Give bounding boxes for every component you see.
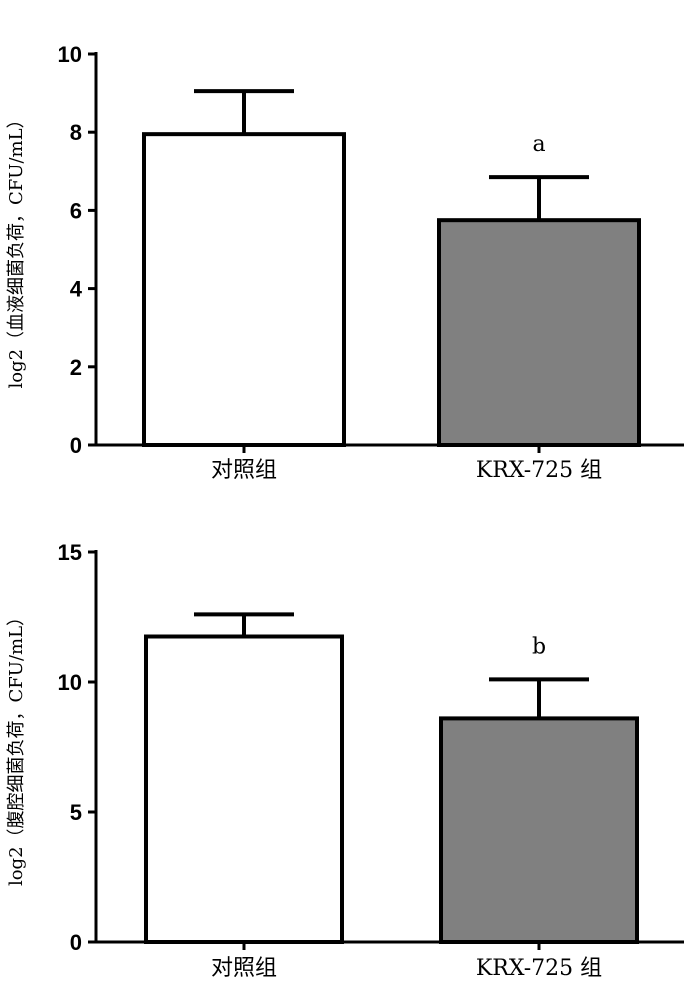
chart1-annotation-2: a: [532, 132, 545, 157]
chart1-y-tick-label-3: 6: [70, 198, 82, 223]
chart2-y-tick-label-2: 10: [58, 670, 82, 695]
chart2-bar-2: [439, 716, 639, 945]
chart1-category-label-1: 对照组: [211, 458, 277, 483]
chart1-category-label-2: KRX-725 组: [476, 458, 602, 483]
chart1-y-tick-label-1: 2: [70, 355, 82, 380]
chart2-y-axis-label: log2（腹腔细菌负荷，CFU/mL）: [6, 608, 27, 886]
chart2-category-label-2: KRX-725 组: [476, 956, 602, 981]
chart2-y-tick-label-0: 0: [70, 930, 82, 955]
chart2-bar-1: [144, 634, 344, 944]
chart2-annotation-2: b: [532, 634, 546, 659]
chart1-y-axis-label: log2（血液细菌负荷，CFU/mL）: [6, 110, 27, 388]
chart1-y-tick-label-2: 4: [70, 277, 83, 302]
chart2-category-label-1: 对照组: [211, 956, 277, 981]
chart1-y-tick-label-4: 8: [70, 120, 82, 145]
chart2-y-tick-label-3: 15: [58, 540, 82, 565]
chart1-y-tick-label-5: 10: [58, 42, 82, 67]
chart2-y-tick-label-1: 5: [70, 800, 82, 825]
chart1-y-tick-label-0: 0: [70, 433, 82, 458]
chart1-bar-1: [142, 132, 346, 447]
chart1-bar-2: [437, 218, 641, 447]
